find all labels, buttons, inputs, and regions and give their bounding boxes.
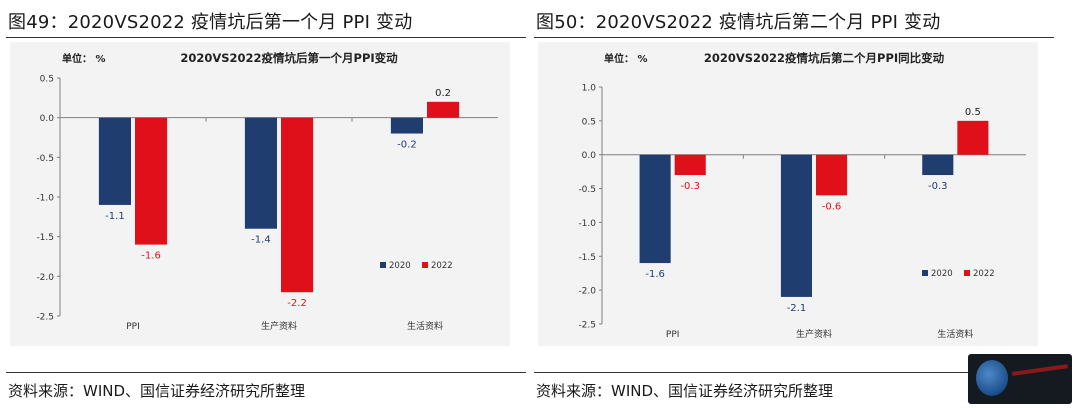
data-label: -0.3 xyxy=(928,181,948,192)
legend-swatch-2020 xyxy=(380,262,386,268)
chart-area: 单位： % 2020VS2022疫情坑后第一个月PPI变动 0.5 0.0 -0.5 -1… xyxy=(10,42,510,346)
source-note: 资料来源：WIND、国信证券经济研究所整理 xyxy=(8,382,306,400)
y-tick-label: -1.5 xyxy=(36,233,54,243)
chart-title: 2020VS2022疫情坑后第二个月PPI同比变动 xyxy=(704,51,945,65)
legend-label: 2022 xyxy=(431,261,453,271)
legend-label: 2022 xyxy=(973,269,995,279)
data-label: -1.4 xyxy=(251,235,271,246)
bottom-rule xyxy=(534,372,1054,373)
data-label: -0.3 xyxy=(680,181,700,192)
legend-label: 2020 xyxy=(389,261,411,271)
data-label: -1.1 xyxy=(105,211,125,222)
figure-50-panel: 图50：2020VS2022 疫情坑后第二个月 PPI 变动 单位： % 2020… xyxy=(534,0,1054,408)
bar-2020 xyxy=(780,154,812,297)
bar-2020 xyxy=(639,154,671,264)
y-tick-label: 0.5 xyxy=(40,75,54,85)
corner-thumbnail-image xyxy=(968,354,1072,404)
data-label: -2.2 xyxy=(287,298,307,309)
data-label: 0.5 xyxy=(965,107,981,118)
chart-title: 2020VS2022疫情坑后第一个月PPI变动 xyxy=(180,51,398,65)
y-tick-label: -1.0 xyxy=(36,194,54,204)
data-label: 0.2 xyxy=(435,88,451,99)
bar-2022 xyxy=(281,117,314,293)
top-rule xyxy=(534,37,1054,38)
legend-swatch-2022 xyxy=(422,262,428,268)
bar-chart-svg: 单位： % 2020VS2022疫情坑后第二个月PPI同比变动 1.0 0.5 0.0 -… xyxy=(578,51,1026,340)
legend-swatch-2020 xyxy=(922,270,928,276)
red-streak-graphic xyxy=(1011,364,1069,376)
y-tick-label: -0.5 xyxy=(578,185,596,195)
bar-2020 xyxy=(922,154,954,176)
bar-2020 xyxy=(244,117,277,229)
y-tick-label: 1.0 xyxy=(582,84,597,94)
category-label: PPI xyxy=(666,330,680,340)
bar-2022 xyxy=(427,101,460,118)
category-label: 生活资料 xyxy=(407,320,443,332)
category-label: 生产资料 xyxy=(796,328,832,340)
data-label: -2.1 xyxy=(787,303,807,314)
category-label: 生产资料 xyxy=(261,320,297,332)
legend-swatch-2022 xyxy=(964,270,970,276)
data-label: -0.2 xyxy=(397,140,417,151)
top-rule xyxy=(6,37,526,38)
chart-area: 单位： % 2020VS2022疫情坑后第二个月PPI同比变动 1.0 0.5 0.0 -… xyxy=(538,42,1038,346)
data-label: -1.6 xyxy=(141,251,161,262)
blue-orb-graphic xyxy=(976,360,1008,396)
figure-title: 图49：2020VS2022 疫情坑后第一个月 PPI 变动 xyxy=(8,12,413,33)
data-label: -1.6 xyxy=(645,269,665,280)
y-tick-label: -0.5 xyxy=(36,154,54,164)
bar-2020 xyxy=(98,117,131,205)
y-tick-label: 0.0 xyxy=(40,114,55,124)
data-label: -0.6 xyxy=(822,201,842,212)
bar-2022 xyxy=(674,154,706,176)
bar-2022 xyxy=(957,120,989,155)
unit-label: 单位： % xyxy=(604,52,648,65)
y-tick-label: -2.5 xyxy=(36,313,54,323)
y-tick-label: -2.0 xyxy=(36,273,54,283)
bar-2022 xyxy=(816,154,848,196)
source-note: 资料来源：WIND、国信证券经济研究所整理 xyxy=(536,382,834,400)
bar-chart-svg: 单位： % 2020VS2022疫情坑后第一个月PPI变动 0.5 0.0 -0.5 -1… xyxy=(36,51,498,332)
y-tick-label: 0.5 xyxy=(582,117,596,127)
y-tick-label: -2.0 xyxy=(578,287,596,297)
unit-label: 单位： % xyxy=(62,52,106,65)
legend-label: 2020 xyxy=(931,269,953,279)
figure-49-panel: 图49：2020VS2022 疫情坑后第一个月 PPI 变动 单位： % 2020… xyxy=(6,0,526,408)
figure-title: 图50：2020VS2022 疫情坑后第二个月 PPI 变动 xyxy=(536,12,941,33)
category-label: 生活资料 xyxy=(937,328,973,340)
category-label: PPI xyxy=(126,322,140,332)
y-tick-label: 0.0 xyxy=(582,151,597,161)
bar-2022 xyxy=(135,117,168,245)
bottom-rule xyxy=(6,372,526,373)
bar-2020 xyxy=(390,117,423,134)
y-tick-label: -1.0 xyxy=(578,219,596,229)
y-tick-label: -2.5 xyxy=(578,321,596,331)
y-tick-label: -1.5 xyxy=(578,253,596,263)
